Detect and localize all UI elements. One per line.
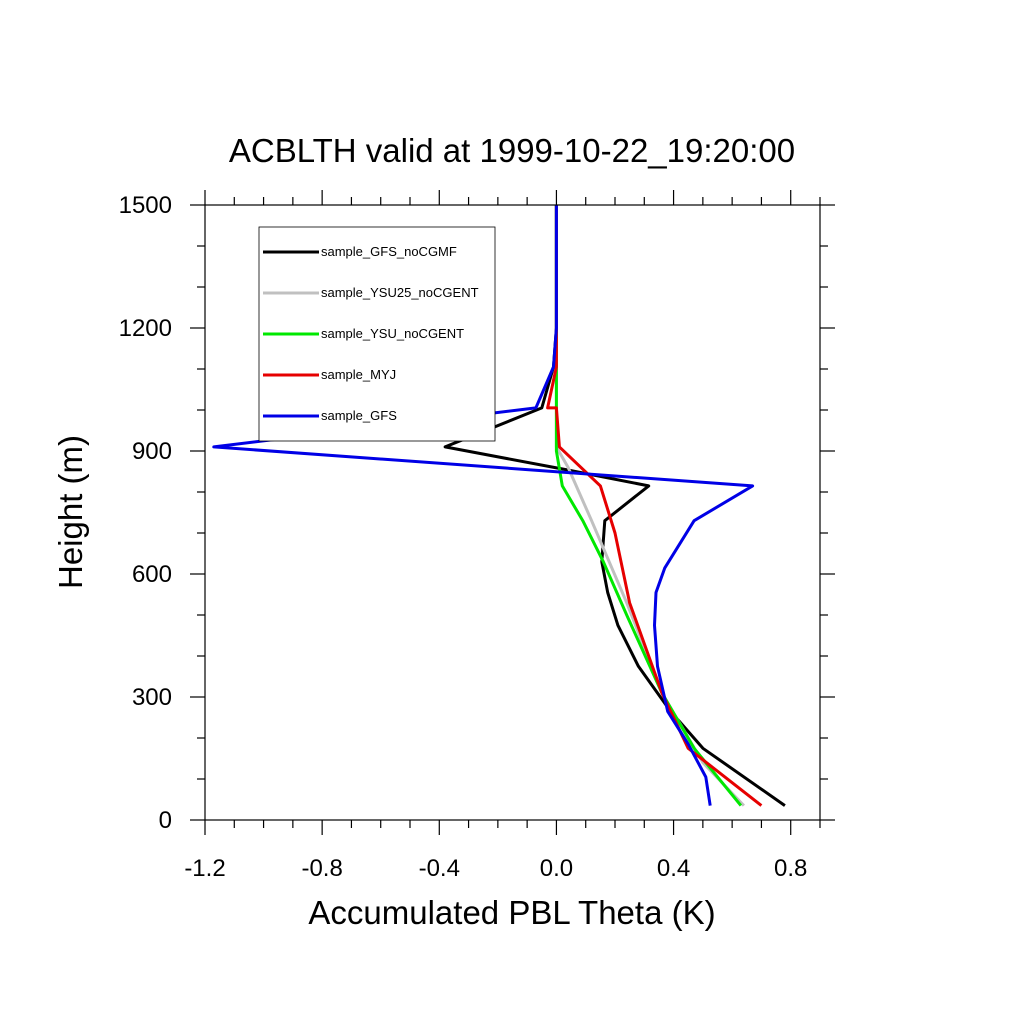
plot-frame xyxy=(204,204,821,821)
series-line-0 xyxy=(443,205,786,807)
y-tick-label: 1500 xyxy=(119,192,172,219)
y-tick-label: 900 xyxy=(132,438,172,465)
axis-ticks: -1.2 -0.8 -0.4 0.0 0.4 0.8 0 300 600 900 1200 1500 xyxy=(119,190,835,882)
x-tick-label: 0.0 xyxy=(540,855,573,882)
legend: sample_GFS_noCGMF sample_YSU25_noCGENTsam… xyxy=(258,226,496,442)
y-axis-label: Height (m) xyxy=(52,435,89,589)
y-tick-label: 0 xyxy=(159,807,172,834)
series-line-4 xyxy=(212,205,755,806)
y-tick-label: 1200 xyxy=(119,315,172,342)
legend-label-4: sample_GFS xyxy=(321,408,397,423)
series-line-3 xyxy=(546,205,763,807)
x-tick-label: 0.8 xyxy=(774,855,807,882)
legend-label-3: sample_MYJ xyxy=(321,367,396,382)
series-line-1 xyxy=(554,205,745,807)
legend-label-2: sample_YSU_noCGENT xyxy=(321,326,464,341)
series-line-2 xyxy=(554,205,743,807)
legend-label-0: sample_GFS_noCGMF xyxy=(321,244,457,259)
series-lines xyxy=(212,205,786,807)
chart-title: ACBLTH valid at 1999-10-22_19:20:00 xyxy=(229,132,795,169)
y-tick-label: 300 xyxy=(132,684,172,711)
x-tick-label: 0.4 xyxy=(657,855,690,882)
x-tick-label: -0.4 xyxy=(419,855,460,882)
x-tick-label: -0.8 xyxy=(301,855,342,882)
y-tick-label: 600 xyxy=(132,561,172,588)
x-axis-label: Accumulated PBL Theta (K) xyxy=(308,894,715,931)
legend-label-1: sample_YSU25_noCGENT xyxy=(321,285,479,300)
x-tick-label: -1.2 xyxy=(184,855,225,882)
